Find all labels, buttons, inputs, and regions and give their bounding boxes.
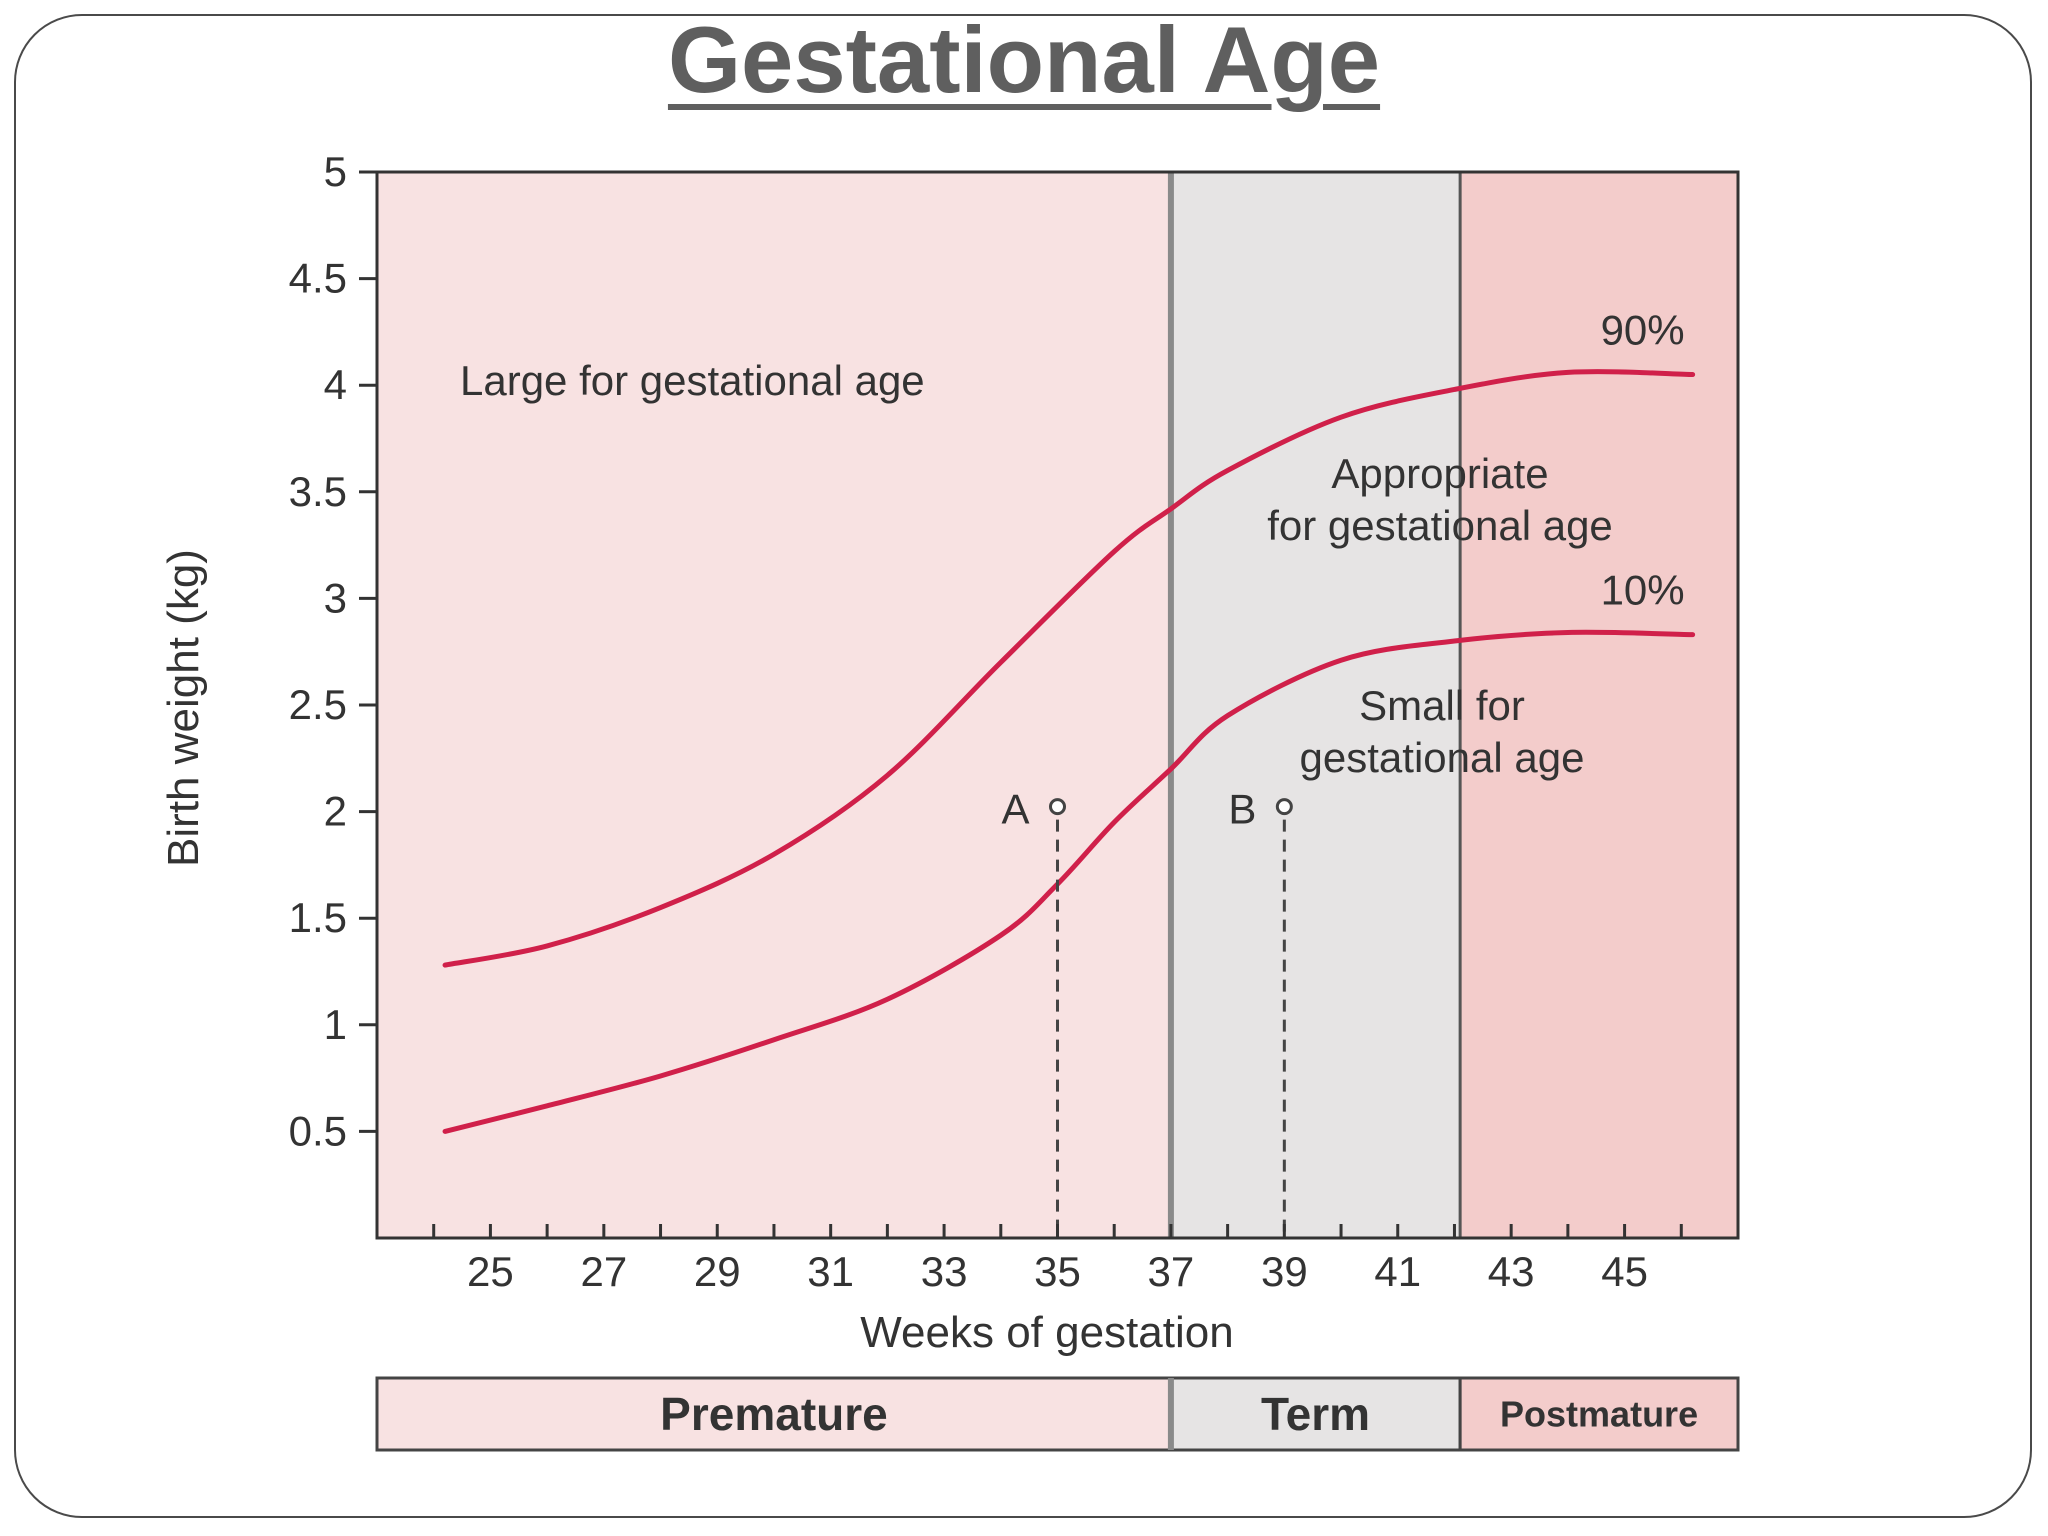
y-axis-title: Birth weight (kg) [159,549,208,867]
x-tick-label: 45 [1601,1248,1648,1295]
x-tick-label: 31 [807,1248,854,1295]
curve-p90 [442,369,1696,968]
y-tick-label: 2.5 [289,681,347,728]
y-tick-label: 2 [324,788,347,835]
point-label-b: B [1228,786,1256,833]
axes: 0.5 1 1.5 2 2.5 3 3.5 4 4.5 5 25 27 29 31 33 35 37 39 41 43… [289,148,1740,1295]
y-tick-label: 4 [324,361,347,408]
band-label-postmature: Postmature [1500,1394,1698,1435]
slide-title: Gestational Age [667,7,1381,112]
x-axis-title: Weeks of gestation [860,1308,1233,1357]
x-tick-label: 37 [1148,1248,1195,1295]
series-label-p10: 10% [1601,567,1685,614]
label-small-line2: gestational age [1300,734,1585,781]
label-appropriate-line2: for gestational age [1267,502,1613,549]
x-tick-label: 41 [1374,1248,1421,1295]
x-tick-label: 27 [580,1248,627,1295]
maturity-band: Premature Term Postmature [375,1376,1740,1452]
point-b [1275,798,1293,816]
region-bg-term [1170,172,1461,1238]
y-tick-label: 4.5 [289,255,347,302]
band-label-premature: Premature [660,1388,888,1440]
point-a [1049,798,1066,816]
band-postmature [1458,1376,1740,1452]
region-backgrounds [377,172,1738,1238]
region-labels: Large for gestational age Appropriate fo… [159,357,1613,1357]
label-large-for-age: Large for gestational age [460,357,925,404]
y-tick-label: 0.5 [289,1107,347,1154]
region-bg-premature [377,172,1171,1238]
x-tick-label: 35 [1034,1248,1081,1295]
x-tick-label: 29 [694,1248,741,1295]
label-appropriate-line1: Appropriate [1331,450,1548,497]
x-tick-label: 43 [1488,1248,1535,1295]
y-tick-label: 3.5 [289,468,347,515]
y-tick-label: 1.5 [289,894,347,941]
x-tick-label: 33 [921,1248,968,1295]
x-tick-label: 39 [1261,1248,1308,1295]
region-bg-postmature [1460,172,1738,1238]
x-tick-label: 25 [467,1248,514,1295]
band-label-term: Term [1261,1388,1370,1440]
curve-p10 [442,629,1696,1134]
y-tick-label: 5 [324,148,347,195]
region-dividers [1167,172,1462,1238]
y-tick-label: 3 [324,574,347,621]
percentile-curves: 90% 10% [442,307,1696,1134]
point-label-a: A [1001,786,1029,833]
label-small-line1: Small for [1359,682,1525,729]
y-tick-label: 1 [324,1001,347,1048]
series-label-p90: 90% [1601,307,1685,354]
